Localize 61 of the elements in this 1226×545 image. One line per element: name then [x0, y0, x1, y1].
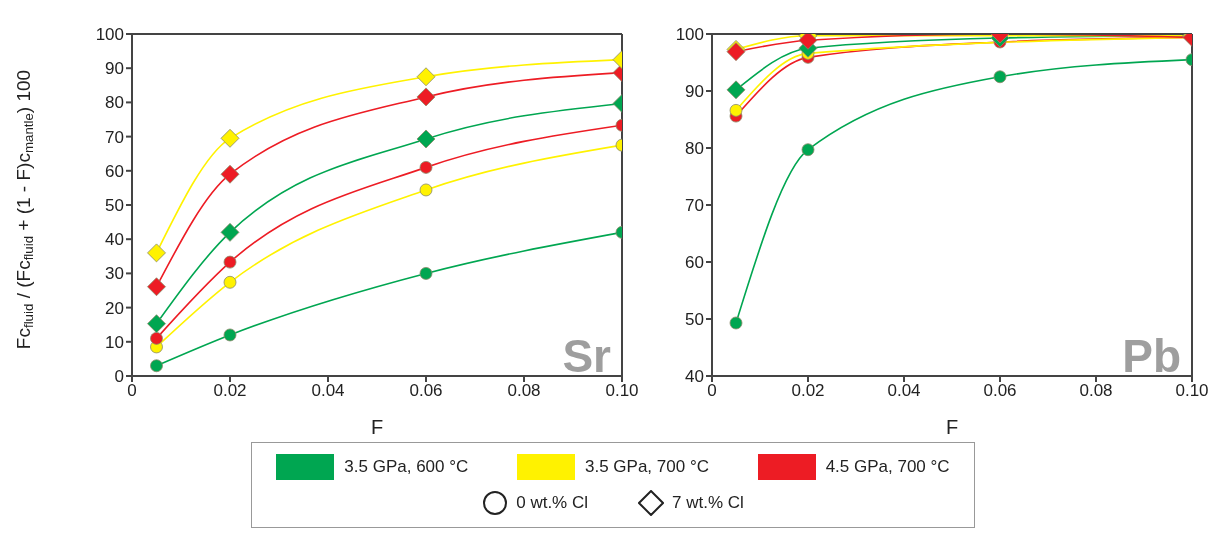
point	[220, 128, 240, 148]
y-tick-label: 90	[105, 59, 124, 79]
annotation: Sr	[562, 330, 612, 382]
x-tick-label: 0.02	[213, 381, 247, 401]
y-tick-label: 30	[105, 264, 124, 284]
y-tick-label: 80	[105, 93, 124, 113]
x-tick-label: 0.06	[409, 381, 443, 401]
y-tick-label: 10	[105, 332, 124, 352]
y-tick-label: 20	[105, 298, 124, 318]
point	[801, 143, 815, 157]
point	[416, 67, 436, 87]
y-tick-label: 40	[685, 367, 704, 386]
x-tick-label: 0	[127, 381, 137, 401]
x-tick-label: 0	[707, 381, 717, 401]
point	[419, 267, 433, 280]
y-tick-label: 70	[685, 196, 704, 215]
x-tick-label: 0.06	[983, 381, 1017, 401]
point	[419, 183, 433, 197]
y-tick-label: 60	[685, 253, 704, 272]
x-tick-label: 0.04	[887, 381, 921, 401]
y-tick-label: 90	[685, 82, 704, 101]
point	[150, 359, 163, 373]
category-label: 3.5 GPa, 600 °C	[344, 457, 469, 477]
point	[993, 70, 1007, 84]
y-tick-label: 100	[95, 25, 124, 44]
x-tick-label: 0.08	[1079, 381, 1113, 401]
text: 7 wt.% Cl	[672, 493, 744, 513]
point	[729, 103, 743, 117]
text: 0 wt.% Cl	[516, 493, 588, 513]
point	[729, 316, 743, 330]
x-tick-label: 0.02	[791, 381, 825, 401]
point	[147, 314, 166, 334]
y-tick-label: 0	[114, 367, 124, 386]
x-axis-title: F	[945, 416, 959, 438]
category-label: 3.5 GPa, 700 °C	[584, 457, 709, 477]
y-tick-label: 60	[105, 161, 124, 181]
y-tick-label: 50	[685, 310, 704, 329]
x-tick-label: 0.10	[605, 381, 639, 401]
point	[220, 222, 240, 242]
point	[147, 277, 166, 297]
point	[419, 160, 433, 174]
y-tick-label: 70	[105, 127, 124, 147]
point	[220, 164, 240, 184]
point	[223, 275, 237, 289]
point	[223, 328, 237, 342]
y-tick-label: 100	[675, 25, 704, 44]
y-tick-label: 40	[105, 230, 124, 250]
point	[147, 243, 166, 263]
y-tick-label: 80	[685, 139, 704, 158]
annotation: Pb	[1122, 330, 1181, 382]
point	[150, 331, 163, 345]
x-tick-label: 0.08	[507, 381, 541, 401]
y-tick-label: 50	[105, 196, 124, 215]
point	[223, 255, 237, 269]
x-tick-label: 0.04	[311, 381, 345, 401]
x-axis-title: F	[370, 416, 384, 438]
point	[416, 87, 436, 107]
point	[416, 129, 436, 149]
point	[726, 80, 746, 100]
x-tick-label: 0.10	[1175, 381, 1209, 401]
category-label: 4.5 GPa, 700 °C	[825, 457, 950, 477]
